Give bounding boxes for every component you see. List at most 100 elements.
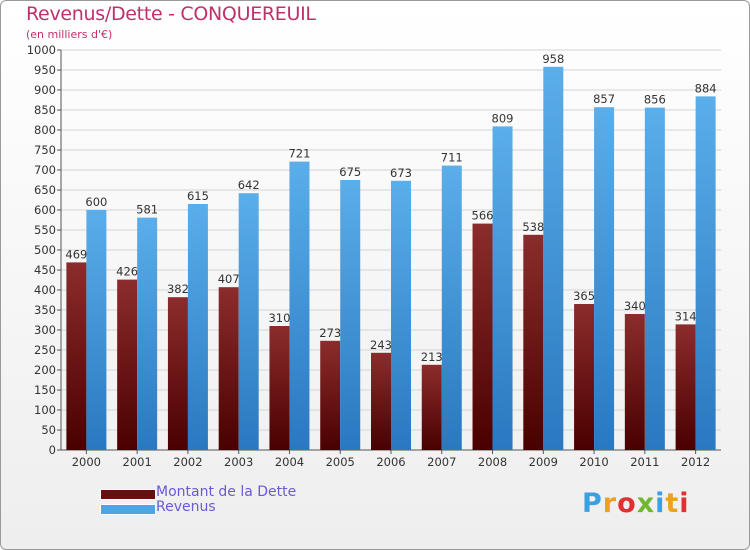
data-label-dette: 273: [319, 326, 341, 340]
bar-revenus: [441, 165, 462, 450]
bar-revenus: [543, 66, 564, 451]
bar-dette: [472, 223, 493, 450]
bar-revenus: [695, 96, 716, 451]
y-tick-label: 250: [34, 343, 56, 357]
data-label-dette: 407: [218, 272, 240, 286]
proxiti-logo: Proxiti: [582, 488, 690, 519]
data-label-revenus: 809: [492, 111, 514, 125]
logo-letter: r: [602, 488, 618, 519]
bar-dette: [371, 352, 391, 450]
logo-letter: x: [636, 488, 656, 519]
y-tick-label: 500: [34, 243, 56, 257]
x-tick-label: 2008: [478, 455, 507, 469]
x-tick-label: 2004: [275, 455, 304, 469]
y-tick-label: 0: [49, 443, 56, 457]
bar-dette: [421, 364, 442, 450]
logo-letter: i: [655, 488, 666, 519]
bar-dette: [320, 340, 341, 450]
bar-revenus: [289, 161, 310, 450]
data-label-revenus: 600: [85, 195, 107, 209]
x-tick-label: 2001: [123, 455, 152, 469]
x-tick-label: 2000: [72, 455, 101, 469]
x-tick-label: 2002: [173, 455, 202, 469]
bar-revenus: [644, 107, 665, 450]
legend-swatch-revenus: [100, 504, 156, 515]
y-tick-label: 900: [34, 83, 56, 97]
logo-letter: o: [617, 488, 637, 519]
y-tick-label: 100: [34, 403, 56, 417]
data-label-revenus: 958: [542, 52, 564, 66]
data-label-revenus: 615: [187, 189, 209, 203]
bar-revenus: [492, 126, 513, 451]
y-tick-label: 350: [34, 303, 56, 317]
data-label-dette: 310: [268, 311, 290, 325]
data-label-dette: 426: [116, 265, 138, 279]
data-label-revenus: 856: [644, 93, 666, 107]
bar-revenus: [594, 107, 615, 450]
data-label-dette: 538: [522, 220, 544, 234]
bar-revenus: [340, 180, 361, 450]
y-tick-label: 50: [41, 423, 56, 437]
bar-dette: [574, 304, 595, 450]
y-tick-label: 800: [34, 123, 56, 137]
chart-title: Revenus/Dette - CONQUEREUIL: [26, 3, 316, 25]
y-tick-label: 650: [34, 183, 56, 197]
bar-revenus: [238, 193, 259, 450]
bar-revenus: [391, 180, 411, 451]
data-label-dette: 382: [167, 282, 189, 296]
bar-revenus: [187, 204, 208, 450]
data-label-dette: 365: [573, 289, 595, 303]
logo-letter: t: [665, 488, 680, 519]
y-tick-label: 200: [34, 363, 56, 377]
x-tick-label: 2009: [529, 455, 558, 469]
data-label-revenus: 673: [390, 166, 412, 180]
data-label-dette: 314: [675, 309, 697, 323]
y-tick-label: 750: [34, 143, 56, 157]
legend-label-revenus: Revenus: [156, 499, 216, 515]
logo-letter: P: [582, 488, 603, 519]
bar-dette: [167, 297, 188, 450]
data-label-revenus: 721: [288, 147, 310, 161]
data-label-dette: 469: [65, 247, 87, 261]
x-tick-label: 2012: [681, 455, 710, 469]
bar-dette: [675, 324, 696, 450]
data-label-revenus: 642: [238, 178, 260, 192]
data-label-dette: 566: [472, 209, 494, 223]
y-tick-label: 950: [34, 63, 56, 77]
x-tick-label: 2003: [224, 455, 253, 469]
y-tick-label: 450: [34, 263, 56, 277]
bar-dette: [218, 287, 239, 450]
data-label-revenus: 675: [339, 165, 361, 179]
bar-dette: [66, 262, 87, 450]
data-label-dette: 243: [370, 338, 392, 352]
x-tick-label: 2006: [376, 455, 405, 469]
x-tick-label: 2005: [326, 455, 355, 469]
bar-revenus: [137, 217, 158, 450]
chart-subtitle: (en milliers d'€): [26, 28, 113, 41]
legend-swatch-dette: [100, 489, 156, 500]
x-tick-label: 2007: [427, 455, 456, 469]
data-label-revenus: 884: [695, 81, 717, 95]
data-label-revenus: 711: [441, 151, 463, 165]
legend-label-dette: Montant de la Dette: [156, 484, 297, 500]
y-tick-label: 300: [34, 323, 56, 337]
logo-letter: i: [679, 488, 690, 519]
y-tick-label: 150: [34, 383, 56, 397]
x-tick-label: 2011: [630, 455, 659, 469]
bar-dette: [269, 326, 290, 450]
bar-revenus: [86, 210, 107, 450]
y-tick-label: 1000: [27, 43, 56, 57]
y-tick-label: 700: [34, 163, 56, 177]
bar-dette: [523, 234, 544, 450]
bar-dette: [624, 314, 645, 450]
y-tick-label: 550: [34, 223, 56, 237]
data-label-revenus: 857: [593, 92, 615, 106]
data-label-revenus: 581: [136, 203, 158, 217]
data-label-dette: 213: [421, 350, 443, 364]
y-tick-label: 600: [34, 203, 56, 217]
y-tick-label: 850: [34, 103, 56, 117]
x-tick-label: 2010: [579, 455, 608, 469]
data-label-dette: 340: [624, 299, 646, 313]
